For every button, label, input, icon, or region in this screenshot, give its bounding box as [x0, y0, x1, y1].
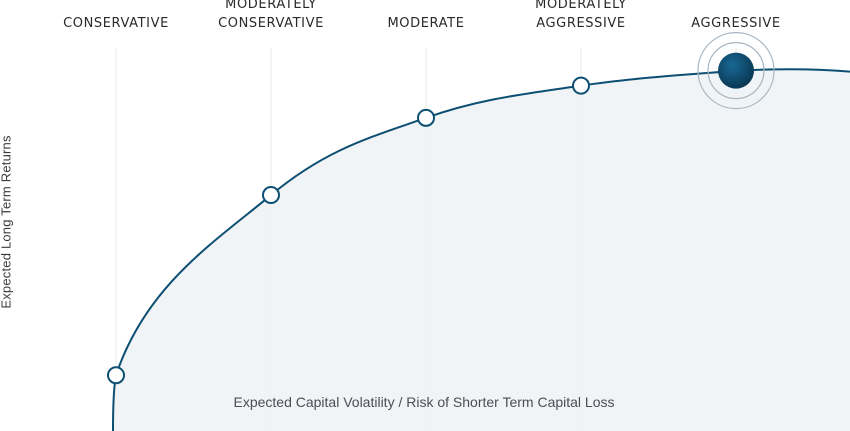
- point-moderately-aggressive[interactable]: [572, 76, 590, 95]
- selected-ring-0: [697, 32, 775, 110]
- area-under-curve: [113, 69, 850, 431]
- point-conservative[interactable]: [107, 366, 125, 385]
- selected-ring-1: [707, 42, 765, 100]
- category-label-conservative[interactable]: CONSERVATIVE: [63, 16, 169, 31]
- category-label-moderately-aggressive[interactable]: MODERATELY AGGRESSIVE: [535, 0, 627, 31]
- category-label-aggressive[interactable]: AGGRESSIVE: [691, 16, 781, 31]
- point-moderate[interactable]: [417, 108, 435, 127]
- point-aggressive[interactable]: [718, 52, 754, 89]
- x-axis-label: Expected Capital Volatility / Risk of Sh…: [233, 394, 615, 410]
- category-label-moderately-conservative[interactable]: MODERATELY CONSERVATIVE: [218, 0, 324, 31]
- data-points: [107, 32, 775, 385]
- category-label-moderate[interactable]: MODERATE: [387, 16, 465, 31]
- point-moderately-conservative[interactable]: [262, 186, 280, 205]
- y-axis-label: Expected Long Term Returns: [0, 135, 14, 309]
